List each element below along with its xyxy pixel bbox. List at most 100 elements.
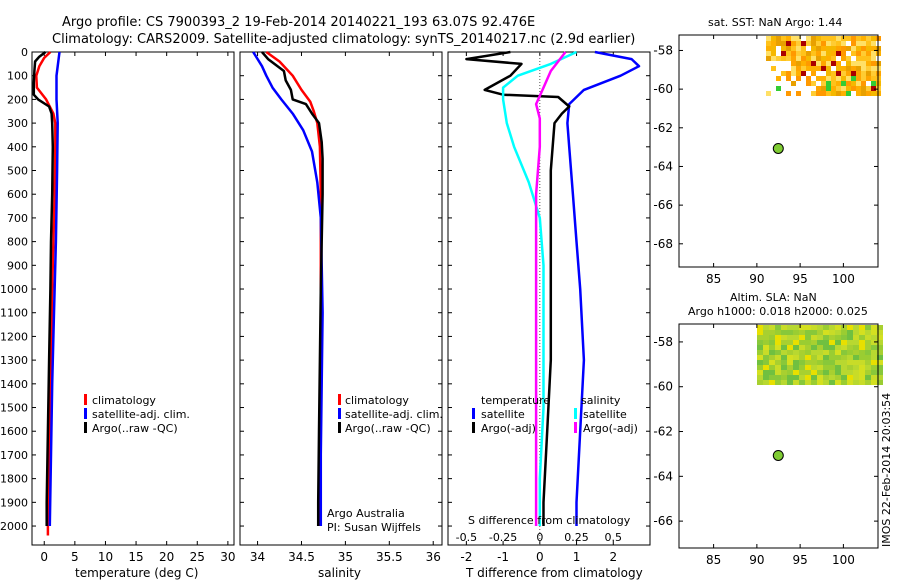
- sla-cell: [877, 325, 883, 330]
- sla-cell: [769, 365, 775, 370]
- sla-cell: [865, 365, 871, 370]
- sla-cell: [787, 340, 793, 345]
- sla-cell: [829, 330, 835, 335]
- sla-cell: [787, 355, 793, 360]
- sla-cell: [829, 380, 835, 385]
- y-tick-label: 1700: [0, 449, 28, 462]
- sst-cell: [851, 51, 856, 56]
- x-tick-label: 34.5: [288, 550, 315, 564]
- sst-cell: [841, 91, 846, 96]
- x-tick-label: -2: [460, 550, 472, 564]
- sla-cell: [787, 345, 793, 350]
- sla-cell: [763, 370, 769, 375]
- difference-legend-t-satellite: satellite: [481, 408, 525, 421]
- sla-cell: [781, 345, 787, 350]
- sla-cell: [781, 380, 787, 385]
- sla-cell: [877, 375, 883, 380]
- sla-cell: [769, 330, 775, 335]
- sst-cell: [811, 46, 816, 51]
- temperature-xlabel: temperature (deg C): [75, 566, 198, 580]
- sla-cell: [781, 340, 787, 345]
- temperature-axes-box: [31, 51, 235, 546]
- sla-cell: [757, 335, 763, 340]
- sst-cell: [846, 76, 851, 81]
- sst-cell: [786, 36, 791, 41]
- sla-cell: [871, 345, 877, 350]
- sla-cell: [865, 325, 871, 330]
- sla-cell: [877, 380, 883, 385]
- sla-cell: [823, 355, 829, 360]
- sla-cell: [841, 335, 847, 340]
- sla-cell: [793, 360, 799, 365]
- sla-cell: [763, 340, 769, 345]
- sst-cell: [856, 36, 861, 41]
- sla-cell: [811, 360, 817, 365]
- sst-cell: [776, 76, 781, 81]
- sst-cell: [846, 61, 851, 66]
- sla-cell: [835, 350, 841, 355]
- sst-cell: [846, 56, 851, 61]
- sst-cell: [836, 66, 841, 71]
- sla-cell: [853, 365, 859, 370]
- sla-cell: [805, 380, 811, 385]
- sla-cell: [835, 335, 841, 340]
- sla-cell: [805, 360, 811, 365]
- legend-swatch-t-satellite: [472, 408, 475, 419]
- sst-cell: [861, 41, 866, 46]
- sst-cell: [851, 81, 856, 86]
- y-tick-label: 1900: [0, 496, 28, 509]
- sst-cell: [851, 76, 856, 81]
- sla-cell: [799, 360, 805, 365]
- legend-swatch-argo: [338, 422, 341, 433]
- sst-cell: [816, 86, 821, 91]
- sst-cell: [781, 71, 786, 76]
- sla-cell: [871, 350, 877, 355]
- sla-cell: [805, 325, 811, 330]
- series-line: [534, 51, 567, 526]
- sst-cell: [831, 46, 836, 51]
- credit-line1: Argo Australia: [327, 507, 405, 520]
- sla-cell: [793, 375, 799, 380]
- sla-cell: [841, 360, 847, 365]
- y-tick-label: -62: [653, 425, 673, 439]
- sla-map-panel: Altim. SLA: NaN Argo h1000: 0.018 h2000:…: [653, 291, 883, 567]
- sla-cell: [823, 360, 829, 365]
- sla-cell: [757, 325, 763, 330]
- y-tick-label: 1500: [0, 402, 28, 415]
- sla-cell: [775, 325, 781, 330]
- sla-cell: [757, 330, 763, 335]
- sla-cell: [847, 375, 853, 380]
- x-tick-label: 2: [609, 550, 617, 564]
- y-tick-label: -58: [653, 335, 673, 349]
- sla-cell: [853, 335, 859, 340]
- sla-cell: [799, 380, 805, 385]
- sst-cell: [846, 66, 851, 71]
- sst-cell: [826, 61, 831, 66]
- sst-cell: [831, 81, 836, 86]
- sst-cell: [866, 56, 871, 61]
- sla-cell: [763, 325, 769, 330]
- y-tick-label: -68: [653, 237, 673, 251]
- sla-cell: [769, 325, 775, 330]
- sla-cell: [853, 330, 859, 335]
- sst-cell: [871, 61, 876, 66]
- sst-cell: [851, 61, 856, 66]
- x-tick-label: 30: [220, 550, 235, 564]
- sst-cell: [806, 76, 811, 81]
- sst-cell: [856, 56, 861, 61]
- sla-cell: [841, 325, 847, 330]
- sla-cell: [829, 370, 835, 375]
- sla-cell: [793, 350, 799, 355]
- sst-cell: [766, 36, 771, 41]
- sla-cell: [781, 330, 787, 335]
- sst-cell: [811, 41, 816, 46]
- sst-cell: [836, 46, 841, 51]
- sla-cell: [859, 345, 865, 350]
- y-tick-label: -58: [653, 43, 673, 57]
- sst-cell: [786, 46, 791, 51]
- temperature-legend-satellite: satellite-adj. clim.: [92, 408, 190, 421]
- y-tick-label: 1800: [0, 473, 28, 486]
- sst-cell: [776, 56, 781, 61]
- sla-cell: [829, 325, 835, 330]
- legend-swatch-s-satellite: [574, 408, 577, 419]
